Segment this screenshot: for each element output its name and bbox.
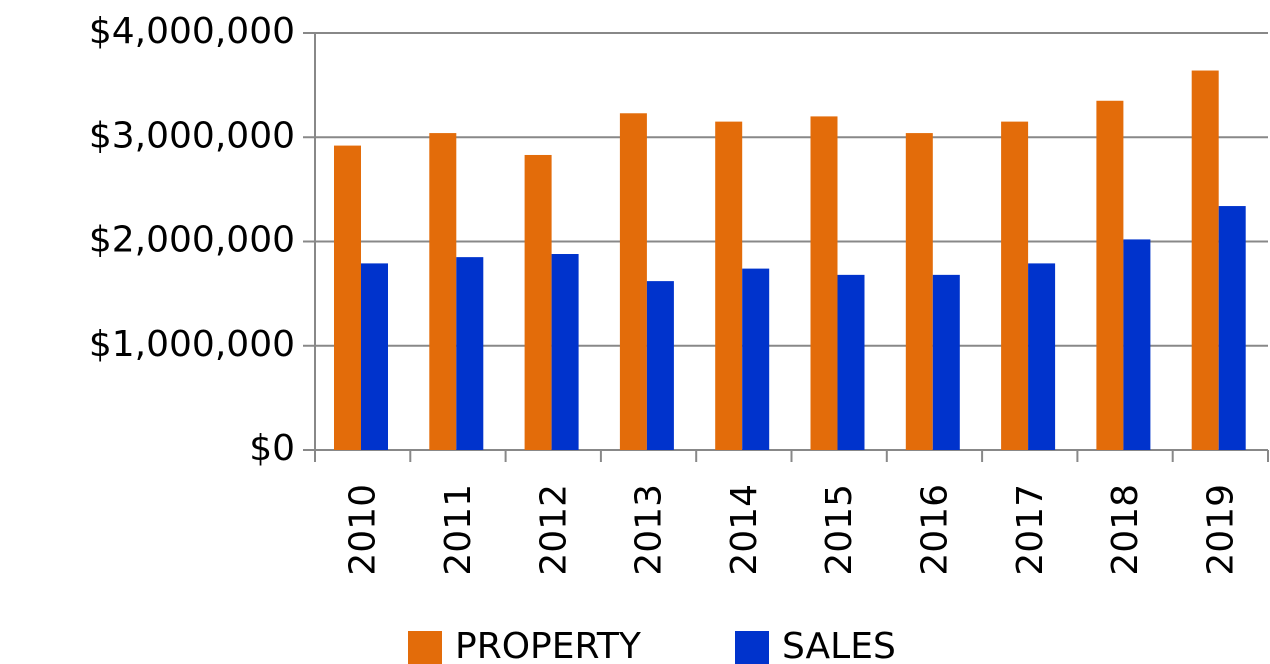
bar [646, 281, 674, 450]
x-tick-label: 2014 [724, 484, 765, 576]
y-tick-label: $4,000,000 [89, 11, 295, 52]
legend-swatch [408, 631, 442, 664]
bar [1028, 263, 1056, 450]
x-tick-label: 2012 [533, 484, 574, 576]
bar [1191, 70, 1219, 450]
x-tick-label: 2017 [1010, 484, 1051, 576]
x-tick-label: 2018 [1105, 484, 1146, 576]
x-tick-label: 2013 [629, 484, 670, 576]
y-tick-label: $0 [249, 428, 295, 469]
bar [619, 113, 647, 451]
legend-label: SALES [782, 626, 896, 664]
bar [932, 274, 960, 450]
legend-swatch [735, 631, 769, 664]
bar [524, 154, 552, 450]
bar [361, 263, 388, 450]
bar [1096, 100, 1124, 450]
x-tick-label: 2010 [343, 484, 384, 576]
bar [1218, 206, 1246, 450]
bar [429, 133, 457, 450]
bar [715, 121, 743, 451]
bar [456, 257, 484, 450]
y-tick-label: $3,000,000 [89, 115, 295, 156]
y-tick-label: $1,000,000 [89, 324, 295, 365]
bar [905, 133, 933, 450]
bar [1123, 239, 1151, 450]
y-tick-label: $2,000,000 [89, 220, 295, 261]
bar [1001, 121, 1029, 451]
bar [837, 274, 865, 450]
bar [334, 145, 361, 450]
bar [551, 254, 579, 450]
x-tick-label: 2016 [914, 484, 955, 576]
x-tick-label: 2011 [438, 484, 479, 576]
bar [810, 116, 838, 451]
bar [742, 268, 770, 450]
x-tick-label: 2019 [1200, 484, 1241, 576]
x-tick-label: 2015 [819, 484, 860, 576]
legend-label: PROPERTY [455, 626, 642, 664]
